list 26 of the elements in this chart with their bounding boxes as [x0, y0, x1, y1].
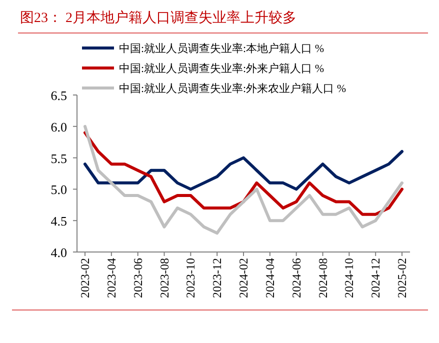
line-series [84, 124, 404, 235]
legend-label: 中国:就业人员调查失业率:外来户籍人口 % [119, 62, 324, 75]
line-series [84, 150, 404, 191]
legend-label: 中国:就业人员调查失业率:本地户籍人口 % [119, 42, 324, 55]
y-tick-label: 4.0 [50, 245, 67, 260]
chart-title: 图23： 2月本地户籍人口调查失业率上升较多 [20, 10, 296, 26]
x-tick-label: 2024-02 [236, 258, 250, 298]
y-tick-label: 5.0 [50, 182, 67, 198]
x-tick-label: 2023-10 [184, 258, 198, 298]
x-tick-label: 2023-02 [78, 258, 92, 298]
x-tick-label: 2024-04 [262, 258, 277, 298]
x-tick-label: 2024-12 [368, 258, 383, 298]
y-tick-label: 6.0 [50, 119, 67, 134]
x-tick-label: 2024-08 [316, 258, 330, 298]
x-tick-label: 2023-08 [157, 258, 172, 298]
x-tick-label: 2024-06 [289, 258, 304, 298]
line-series [84, 131, 404, 216]
x-tick-label: 2023-06 [130, 258, 145, 298]
y-tick-label: 5.5 [50, 150, 67, 166]
legend-label: 中国:就业人员调查失业率:外来农业户籍人口 % [119, 82, 346, 95]
x-tick-label: 2025-02 [395, 258, 409, 298]
y-tick-label: 4.5 [50, 214, 67, 229]
x-tick-label: 2023-04 [104, 258, 118, 298]
x-tick-label: 2023-12 [210, 258, 224, 298]
y-tick-label: 6.5 [50, 88, 67, 103]
x-tick-label: 2024-10 [342, 258, 356, 298]
